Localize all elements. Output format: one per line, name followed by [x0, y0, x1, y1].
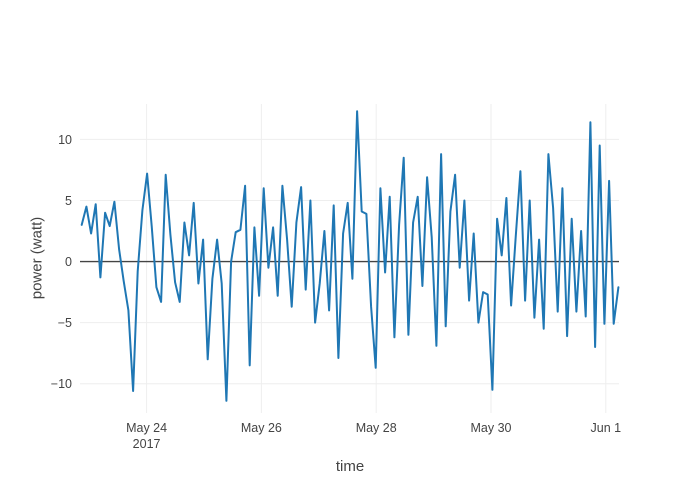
y-tick-label: 5 [65, 194, 72, 208]
x-tick-label: Jun 1 [591, 421, 622, 435]
x-tick-sublabel: 2017 [133, 437, 161, 451]
x-tick-label: May 26 [241, 421, 282, 435]
x-axis-title: time [335, 458, 365, 475]
y-axis-title: power (watt) [28, 216, 46, 300]
y-tick-label: 10 [58, 133, 72, 147]
series-line-power[interactable] [80, 110, 620, 402]
x-tick-label: May 30 [470, 421, 511, 435]
x-tick-label: May 28 [356, 421, 397, 435]
y-tick-label: 0 [65, 255, 72, 269]
y-tick-label: −10 [51, 377, 72, 391]
x-tick-label: May 24 [126, 421, 167, 435]
y-tick-label: −5 [58, 316, 72, 330]
